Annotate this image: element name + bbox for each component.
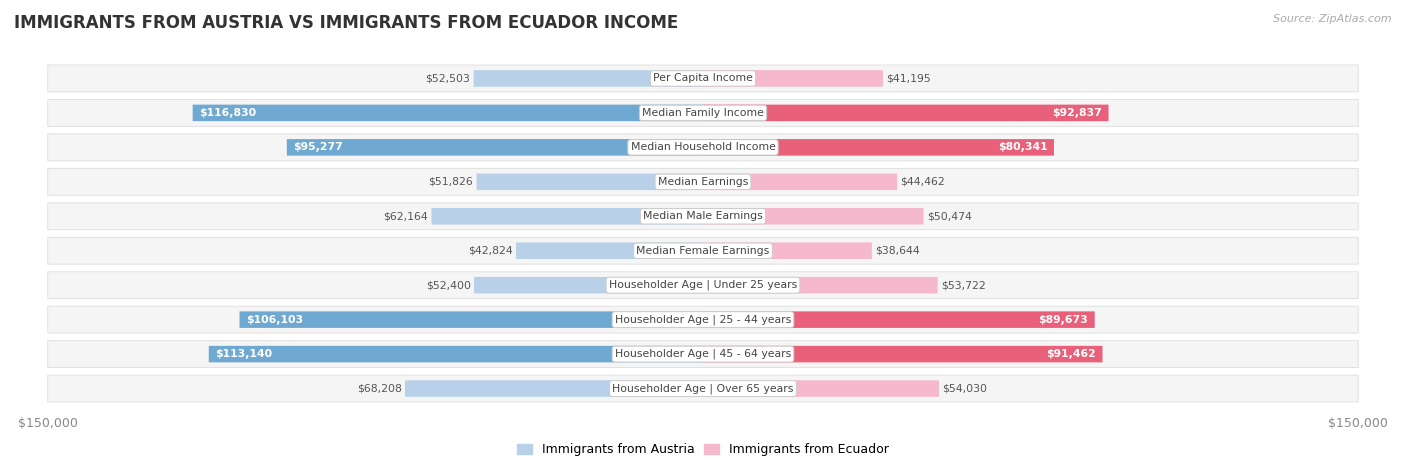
- Text: Householder Age | 45 - 64 years: Householder Age | 45 - 64 years: [614, 349, 792, 359]
- FancyBboxPatch shape: [516, 242, 703, 259]
- FancyBboxPatch shape: [48, 237, 1358, 264]
- FancyBboxPatch shape: [48, 65, 1358, 92]
- Text: Householder Age | 25 - 44 years: Householder Age | 25 - 44 years: [614, 314, 792, 325]
- Text: $52,503: $52,503: [426, 73, 471, 84]
- FancyBboxPatch shape: [193, 105, 703, 121]
- Text: $80,341: $80,341: [998, 142, 1047, 152]
- FancyBboxPatch shape: [703, 380, 939, 397]
- FancyBboxPatch shape: [48, 306, 1358, 333]
- Text: $50,474: $50,474: [927, 211, 972, 221]
- Text: $106,103: $106,103: [246, 315, 304, 325]
- Text: Source: ZipAtlas.com: Source: ZipAtlas.com: [1274, 14, 1392, 24]
- FancyBboxPatch shape: [48, 99, 1358, 127]
- FancyBboxPatch shape: [48, 375, 1358, 402]
- Text: $92,837: $92,837: [1052, 108, 1102, 118]
- Text: $62,164: $62,164: [384, 211, 429, 221]
- FancyBboxPatch shape: [703, 70, 883, 87]
- Text: Median Earnings: Median Earnings: [658, 177, 748, 187]
- Legend: Immigrants from Austria, Immigrants from Ecuador: Immigrants from Austria, Immigrants from…: [512, 439, 894, 461]
- FancyBboxPatch shape: [474, 277, 703, 293]
- FancyBboxPatch shape: [703, 208, 924, 225]
- Text: Median Household Income: Median Household Income: [630, 142, 776, 152]
- Text: $91,462: $91,462: [1046, 349, 1095, 359]
- FancyBboxPatch shape: [48, 169, 1358, 195]
- Text: $68,208: $68,208: [357, 383, 402, 394]
- FancyBboxPatch shape: [287, 139, 703, 156]
- Text: $41,195: $41,195: [886, 73, 931, 84]
- Text: $38,644: $38,644: [875, 246, 920, 256]
- FancyBboxPatch shape: [405, 380, 703, 397]
- Text: $95,277: $95,277: [294, 142, 343, 152]
- Text: IMMIGRANTS FROM AUSTRIA VS IMMIGRANTS FROM ECUADOR INCOME: IMMIGRANTS FROM AUSTRIA VS IMMIGRANTS FR…: [14, 14, 678, 32]
- FancyBboxPatch shape: [703, 311, 1095, 328]
- Text: Median Family Income: Median Family Income: [643, 108, 763, 118]
- Text: $54,030: $54,030: [942, 383, 987, 394]
- Text: Householder Age | Under 25 years: Householder Age | Under 25 years: [609, 280, 797, 290]
- Text: $44,462: $44,462: [900, 177, 945, 187]
- FancyBboxPatch shape: [703, 105, 1108, 121]
- Text: $89,673: $89,673: [1039, 315, 1088, 325]
- Text: Per Capita Income: Per Capita Income: [652, 73, 754, 84]
- FancyBboxPatch shape: [703, 346, 1102, 362]
- Text: $42,824: $42,824: [468, 246, 513, 256]
- FancyBboxPatch shape: [432, 208, 703, 225]
- FancyBboxPatch shape: [703, 174, 897, 190]
- FancyBboxPatch shape: [239, 311, 703, 328]
- FancyBboxPatch shape: [208, 346, 703, 362]
- FancyBboxPatch shape: [703, 242, 872, 259]
- Text: $113,140: $113,140: [215, 349, 273, 359]
- FancyBboxPatch shape: [48, 272, 1358, 298]
- FancyBboxPatch shape: [48, 203, 1358, 230]
- FancyBboxPatch shape: [48, 340, 1358, 368]
- Text: $53,722: $53,722: [941, 280, 986, 290]
- FancyBboxPatch shape: [703, 139, 1054, 156]
- Text: Median Female Earnings: Median Female Earnings: [637, 246, 769, 256]
- Text: Householder Age | Over 65 years: Householder Age | Over 65 years: [612, 383, 794, 394]
- Text: $51,826: $51,826: [429, 177, 474, 187]
- FancyBboxPatch shape: [474, 70, 703, 87]
- Text: Median Male Earnings: Median Male Earnings: [643, 211, 763, 221]
- FancyBboxPatch shape: [48, 134, 1358, 161]
- Text: $52,400: $52,400: [426, 280, 471, 290]
- FancyBboxPatch shape: [477, 174, 703, 190]
- FancyBboxPatch shape: [703, 277, 938, 293]
- Text: $116,830: $116,830: [200, 108, 256, 118]
